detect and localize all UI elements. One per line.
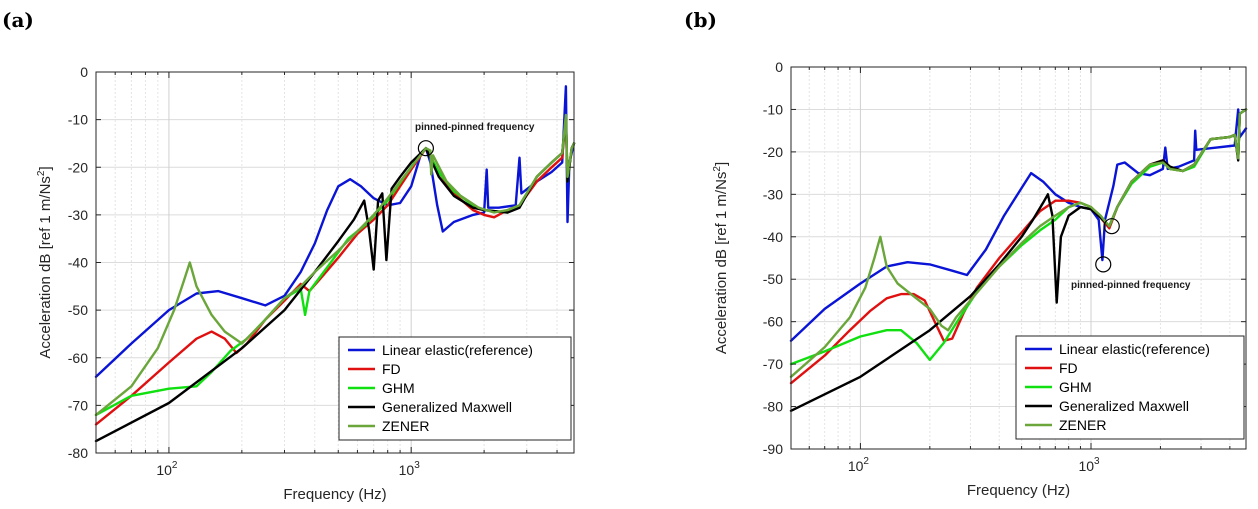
- series-line-4: [789, 108, 1248, 378]
- legend-label: FD: [382, 361, 401, 377]
- series-line-0: [789, 108, 1248, 342]
- series-line-1: [94, 116, 576, 426]
- series-group: [789, 108, 1248, 412]
- x-tick-label: 103: [1078, 456, 1100, 474]
- annotation-circle: [1095, 256, 1112, 273]
- legend-box: [338, 336, 572, 441]
- legend-label: Generalized Maxwell: [1059, 398, 1189, 414]
- y-tick-label: -40: [763, 229, 783, 245]
- y-tick-label: -60: [763, 314, 783, 330]
- series-line-4: [94, 113, 576, 417]
- legend-label: GHM: [1059, 379, 1092, 395]
- y-tick-label: -70: [68, 397, 88, 413]
- y-axis-label: Acceleration dB [ref 1 m/Ns2]: [36, 166, 54, 358]
- legend-label: Linear elastic(reference): [382, 342, 533, 358]
- series-group: [94, 85, 576, 443]
- legend-label: GHM: [382, 380, 415, 396]
- annotation-circle: [1103, 218, 1120, 235]
- y-tick-label: -40: [68, 255, 88, 271]
- legend: Linear elastic(reference) FD GHM Generalize…: [338, 336, 572, 441]
- x-tick-label: 102: [156, 460, 178, 478]
- y-tick-label: -50: [68, 302, 88, 318]
- annotation-text: pinned-pinned frequency: [415, 122, 535, 133]
- y-tick-label: -30: [68, 207, 88, 223]
- y-tick-label: -10: [68, 112, 88, 128]
- y-tick-label: -30: [763, 186, 783, 202]
- legend-box: [1015, 335, 1245, 440]
- y-tick-label: 0: [775, 59, 783, 75]
- legend: Linear elastic(reference) FD GHM Generalize…: [1015, 335, 1245, 440]
- x-tick-label: 102: [848, 456, 870, 474]
- x-axis-label: Frequency (Hz): [967, 482, 1070, 499]
- y-tick-label: -80: [763, 399, 783, 415]
- x-axis-label: Frequency (Hz): [283, 486, 386, 503]
- annotation-text: pinned-pinned frequency: [1071, 280, 1191, 291]
- y-tick-label: -90: [763, 441, 783, 457]
- chart-a: 0 -10 -20 -30 -40 -50 -60 -70 -80 102 103 Frequency…: [36, 64, 576, 503]
- panel-label-b: (b): [684, 8, 717, 32]
- y-tick-label: 0: [80, 64, 88, 80]
- legend-label: Generalized Maxwell: [382, 399, 512, 415]
- legend-label: ZENER: [382, 418, 429, 434]
- chart-b: 0 -10 -20 -30 -40 -50 -60 -70 -80 -90 102 103 Freque…: [712, 59, 1248, 499]
- legend-label: ZENER: [1059, 417, 1106, 433]
- y-tick-label: -20: [68, 159, 88, 175]
- y-tick-label: -50: [763, 271, 783, 287]
- y-tick-label: -80: [68, 445, 88, 461]
- y-tick-label: -70: [763, 356, 783, 372]
- y-axis-label: Acceleration dB [ref 1 m/Ns2]: [712, 162, 730, 354]
- legend-label: FD: [1059, 360, 1078, 376]
- y-tick-label: -10: [763, 101, 783, 117]
- annotation-circle: [417, 140, 434, 157]
- axes-box: [790, 66, 1247, 450]
- panel-label-a: (a): [2, 8, 34, 32]
- legend-label: Linear elastic(reference): [1059, 341, 1210, 357]
- x-tick-label: 103: [399, 460, 421, 478]
- y-tick-label: -60: [68, 350, 88, 366]
- y-tick-label: -20: [763, 144, 783, 160]
